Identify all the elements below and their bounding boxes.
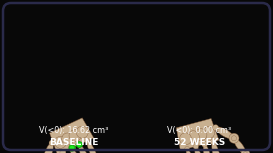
Ellipse shape bbox=[43, 143, 53, 153]
Ellipse shape bbox=[195, 146, 206, 153]
Ellipse shape bbox=[79, 145, 94, 153]
Circle shape bbox=[79, 142, 83, 147]
Circle shape bbox=[229, 133, 239, 143]
Circle shape bbox=[77, 142, 82, 147]
Ellipse shape bbox=[215, 127, 234, 139]
Circle shape bbox=[76, 143, 81, 148]
Circle shape bbox=[78, 144, 82, 148]
Circle shape bbox=[241, 149, 250, 153]
Ellipse shape bbox=[87, 141, 99, 153]
Circle shape bbox=[76, 126, 88, 138]
Ellipse shape bbox=[70, 148, 88, 153]
Circle shape bbox=[70, 145, 75, 149]
Circle shape bbox=[71, 146, 76, 150]
Ellipse shape bbox=[62, 152, 78, 153]
Ellipse shape bbox=[186, 149, 195, 153]
Ellipse shape bbox=[233, 138, 246, 153]
Circle shape bbox=[213, 125, 219, 131]
Circle shape bbox=[78, 142, 83, 147]
Circle shape bbox=[187, 131, 199, 143]
Circle shape bbox=[78, 141, 82, 146]
Circle shape bbox=[55, 136, 67, 148]
Text: V(<0): 0.00 cm³: V(<0): 0.00 cm³ bbox=[167, 126, 232, 135]
Circle shape bbox=[69, 147, 73, 151]
Circle shape bbox=[76, 141, 81, 146]
Ellipse shape bbox=[203, 144, 214, 153]
Polygon shape bbox=[176, 119, 219, 151]
Circle shape bbox=[85, 138, 90, 143]
Circle shape bbox=[203, 127, 215, 139]
Circle shape bbox=[243, 151, 248, 153]
Circle shape bbox=[179, 133, 191, 145]
Circle shape bbox=[69, 146, 73, 150]
Circle shape bbox=[71, 146, 75, 150]
Circle shape bbox=[76, 142, 80, 147]
Circle shape bbox=[69, 130, 81, 142]
Circle shape bbox=[76, 142, 82, 147]
Circle shape bbox=[243, 152, 248, 153]
Circle shape bbox=[60, 149, 66, 153]
Circle shape bbox=[232, 136, 236, 141]
Circle shape bbox=[69, 145, 75, 151]
Circle shape bbox=[231, 135, 237, 141]
Text: BASELINE: BASELINE bbox=[49, 138, 98, 147]
Ellipse shape bbox=[212, 142, 222, 153]
Text: V(<0): 16.62 cm³: V(<0): 16.62 cm³ bbox=[39, 126, 108, 135]
Circle shape bbox=[69, 144, 73, 149]
Circle shape bbox=[68, 146, 74, 151]
Circle shape bbox=[201, 141, 207, 147]
Circle shape bbox=[185, 146, 189, 151]
Circle shape bbox=[70, 147, 75, 151]
Polygon shape bbox=[50, 118, 94, 153]
Circle shape bbox=[49, 140, 55, 146]
Circle shape bbox=[210, 139, 216, 145]
Circle shape bbox=[62, 133, 74, 145]
Circle shape bbox=[193, 144, 198, 149]
Circle shape bbox=[195, 129, 207, 141]
Text: 52 WEEKS: 52 WEEKS bbox=[174, 138, 225, 147]
